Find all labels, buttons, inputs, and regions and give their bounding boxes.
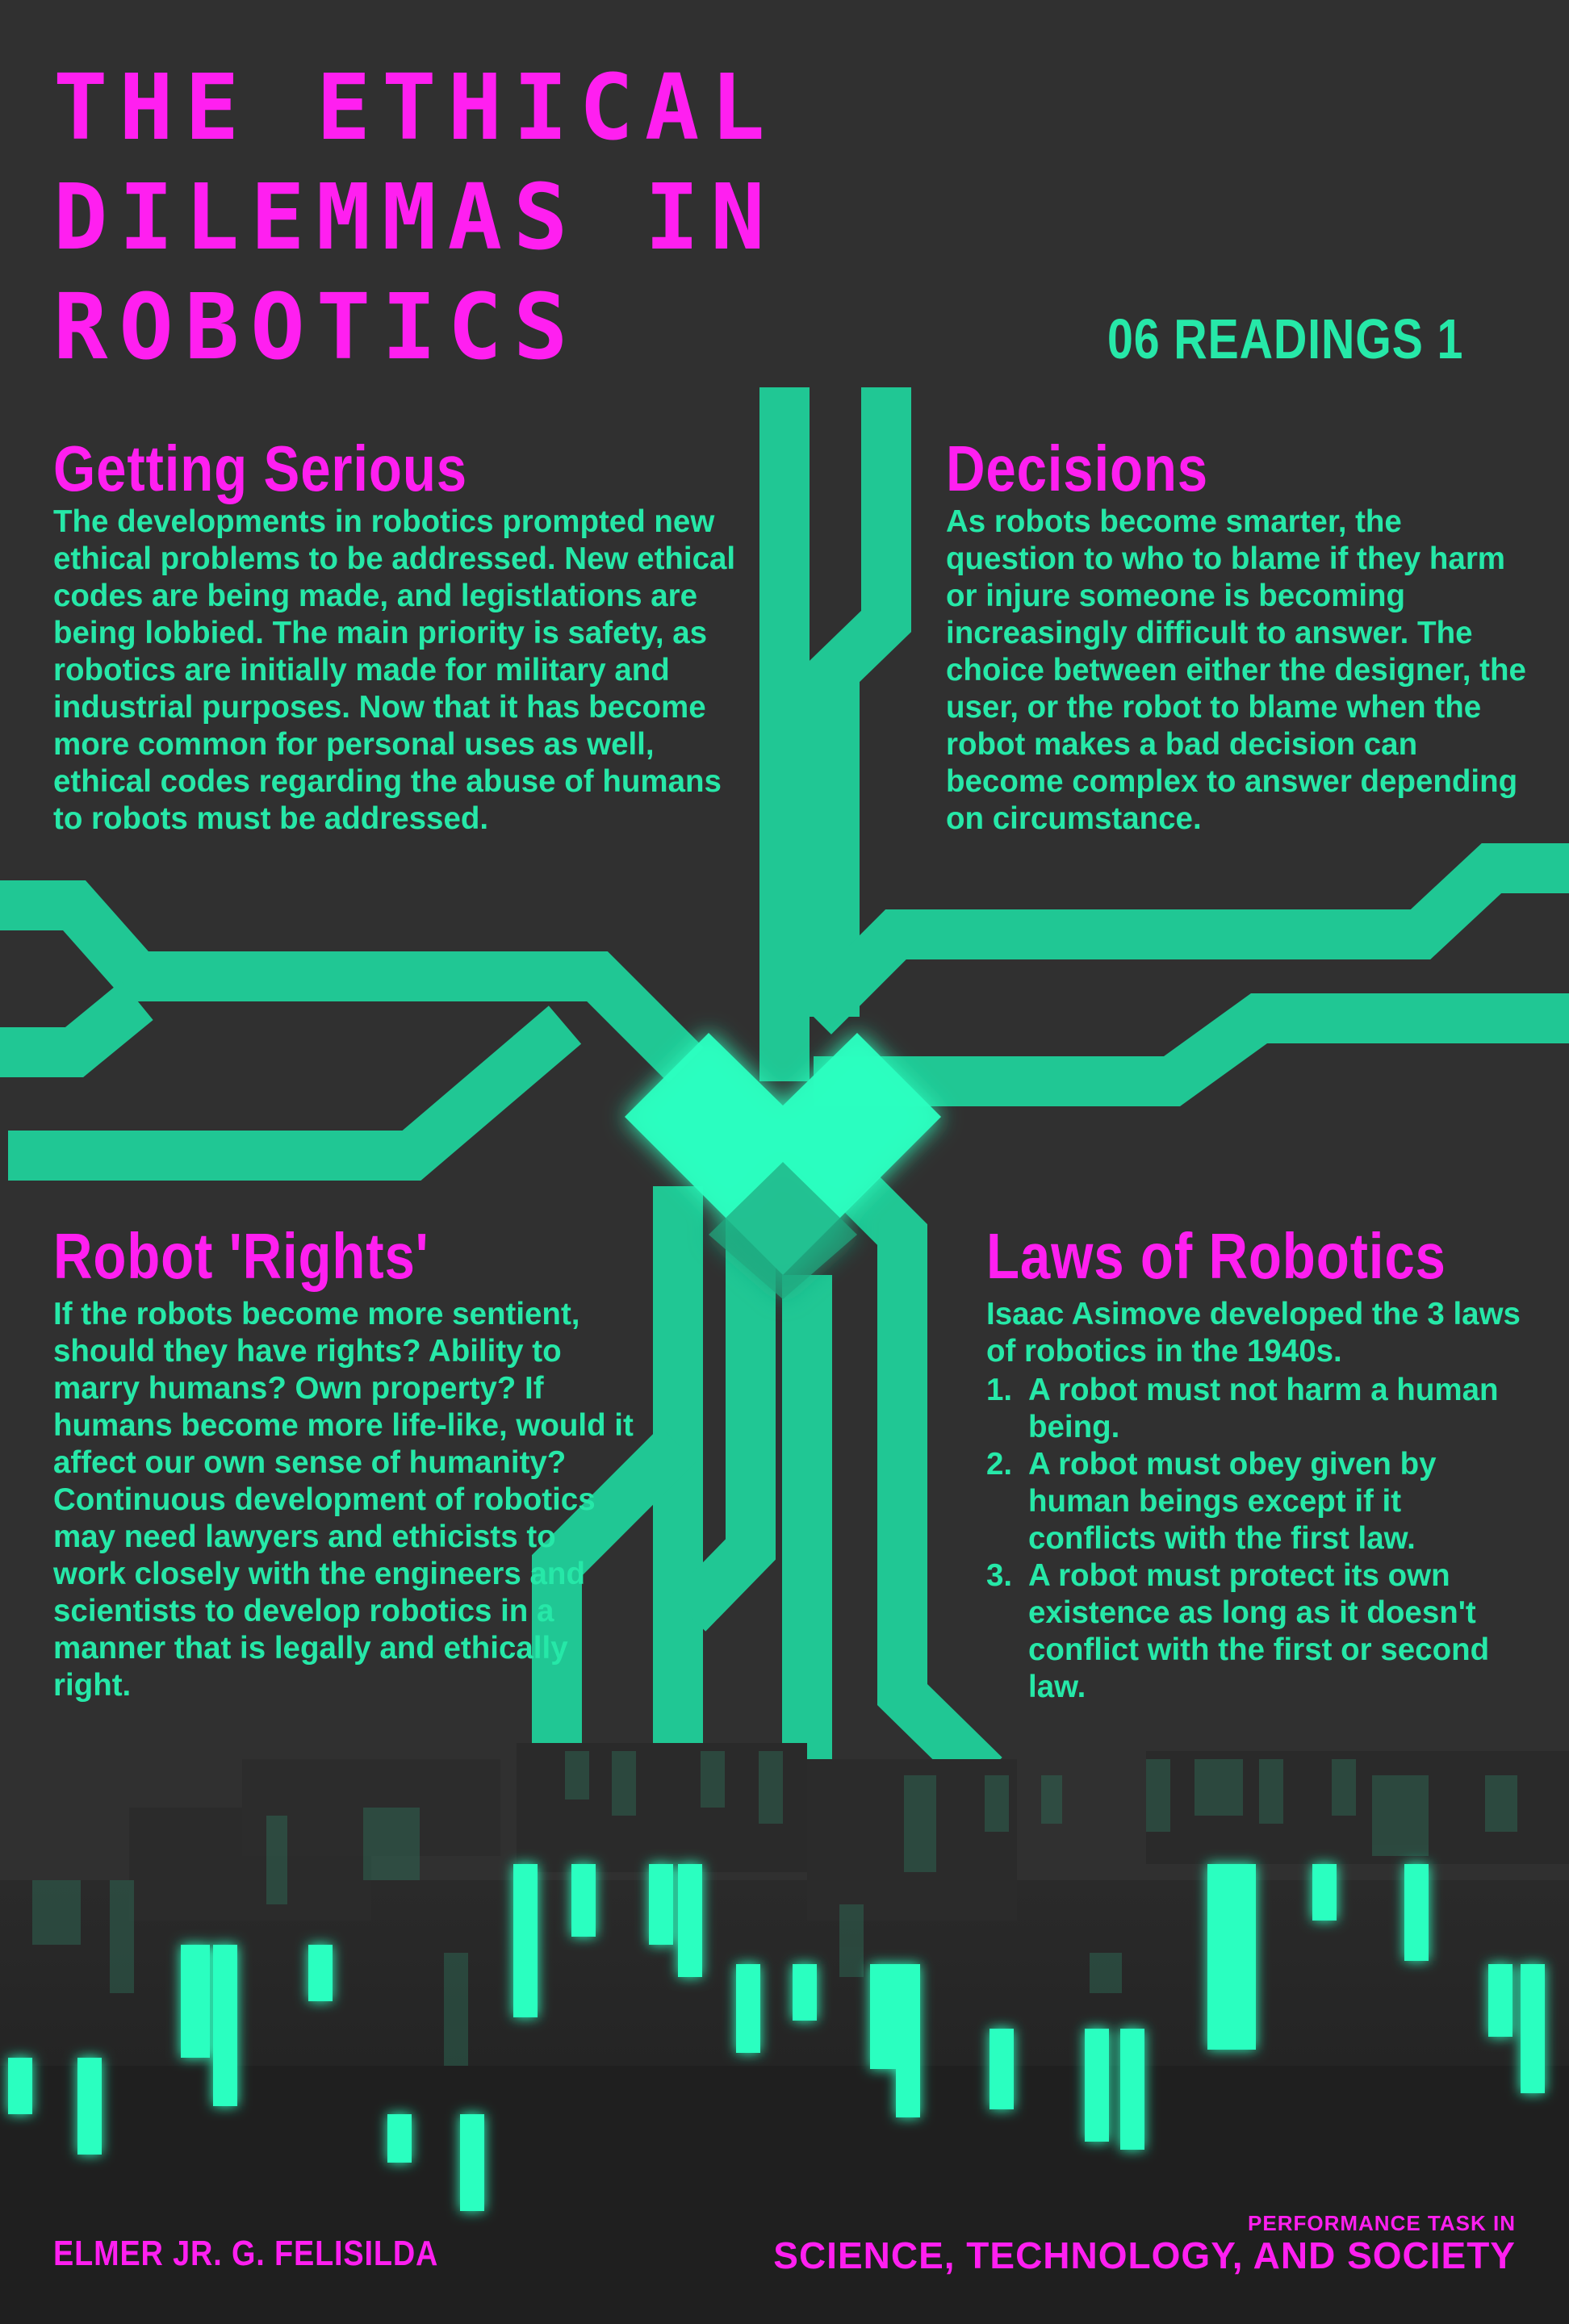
law-number: 2.: [986, 1447, 1013, 1482]
heading-decisions: Decisions: [946, 433, 1209, 504]
paragraph-decisions: As robots become smarter, the question t…: [946, 504, 1526, 836]
text-laws-intro: Isaac Asimove developed the 3 laws of ro…: [986, 1296, 1535, 1370]
faded-bars: [32, 1751, 1517, 2066]
author-name: ELMER JR. G. FELISILDA: [53, 2234, 439, 2273]
course-name: SCIENCE, TECHNOLOGY, AND SOCIETY: [773, 2234, 1516, 2276]
law-number: 1.: [986, 1373, 1013, 1407]
title-line-1: THE ETHICAL: [53, 56, 776, 161]
heading-getting-serious: Getting Serious: [53, 433, 467, 504]
text-getting-serious: The developments in robotics prompted ne…: [53, 504, 747, 838]
law-text: A robot must protect its own existence a…: [1028, 1558, 1490, 1704]
glowing-bars: [8, 1864, 1545, 2211]
law-item-3: 3. A robot must protect its own existenc…: [986, 1557, 1535, 1706]
title-line-3: ROBOTICS: [53, 275, 579, 380]
text-robot-rights: If the robots become more sentient, shou…: [53, 1296, 634, 1704]
readings-label: 06 READINGS 1: [1107, 307, 1464, 370]
law-number: 3.: [986, 1558, 1013, 1593]
heading-robot-rights: Robot 'Rights': [53, 1220, 429, 1292]
law-text: A robot must obey given by human beings …: [1028, 1447, 1437, 1556]
skyline: [0, 1743, 1569, 2324]
task-label: PERFORMANCE TASK IN: [1248, 2211, 1516, 2235]
law-item-1: 1. A robot must not harm a human being.: [986, 1372, 1535, 1446]
paragraph-robot-rights: If the robots become more sentient, shou…: [53, 1297, 634, 1703]
law-text: A robot must not harm a human being.: [1028, 1373, 1499, 1444]
poster-title: THE ETHICAL DILEMMAS IN ROBOTICS: [53, 53, 1458, 382]
heading-laws: Laws of Robotics: [986, 1220, 1446, 1292]
course-credit: PERFORMANCE TASK IN SCIENCE, TECHNOLOGY,…: [773, 2211, 1516, 2276]
laws-list: 1. A robot must not harm a human being. …: [986, 1372, 1535, 1706]
text-decisions: As robots become smarter, the question t…: [946, 504, 1527, 838]
law-item-2: 2. A robot must obey given by human bein…: [986, 1446, 1535, 1557]
paragraph-laws-intro: Isaac Asimove developed the 3 laws of ro…: [986, 1297, 1521, 1369]
heart-chip: [625, 1033, 941, 1299]
paragraph-getting-serious: The developments in robotics prompted ne…: [53, 504, 736, 836]
title-line-2: DILEMMAS IN: [53, 165, 776, 270]
